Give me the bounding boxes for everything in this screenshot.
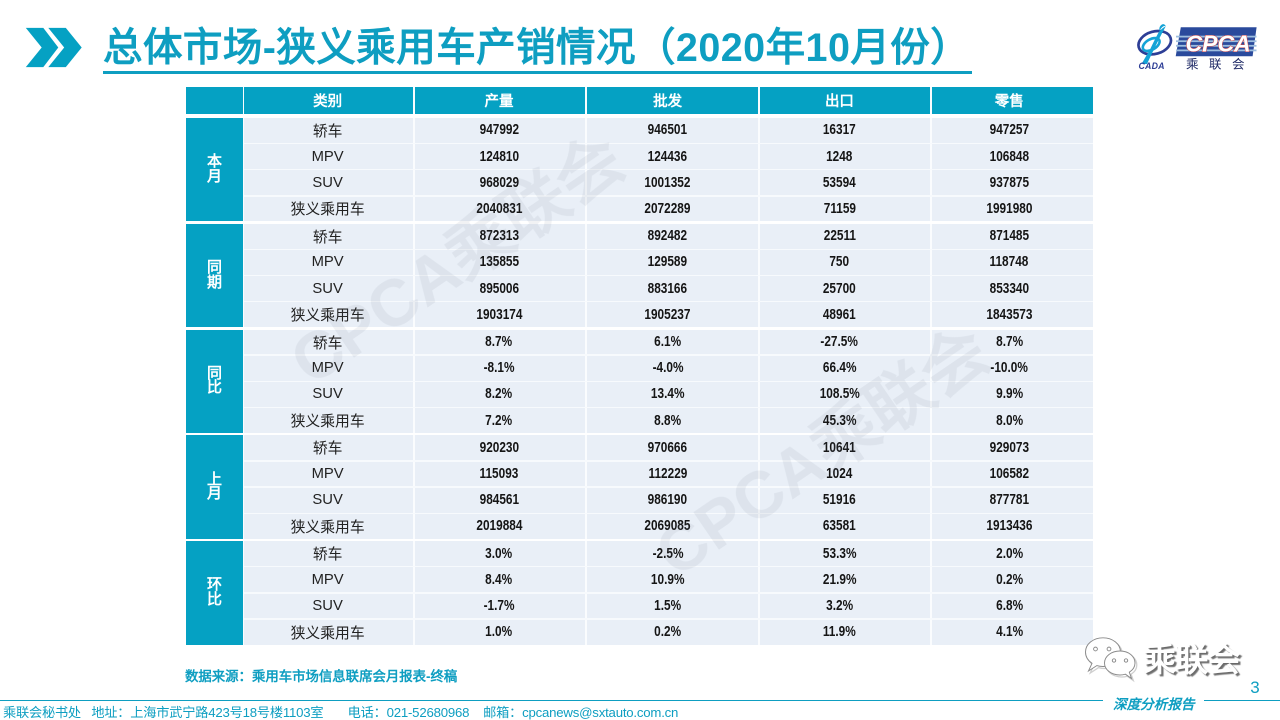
svg-text:乘联会: 乘联会	[1186, 58, 1255, 72]
svg-text:CPCA: CPCA	[1186, 31, 1251, 57]
svg-text:CADA: CADA	[1139, 61, 1165, 71]
